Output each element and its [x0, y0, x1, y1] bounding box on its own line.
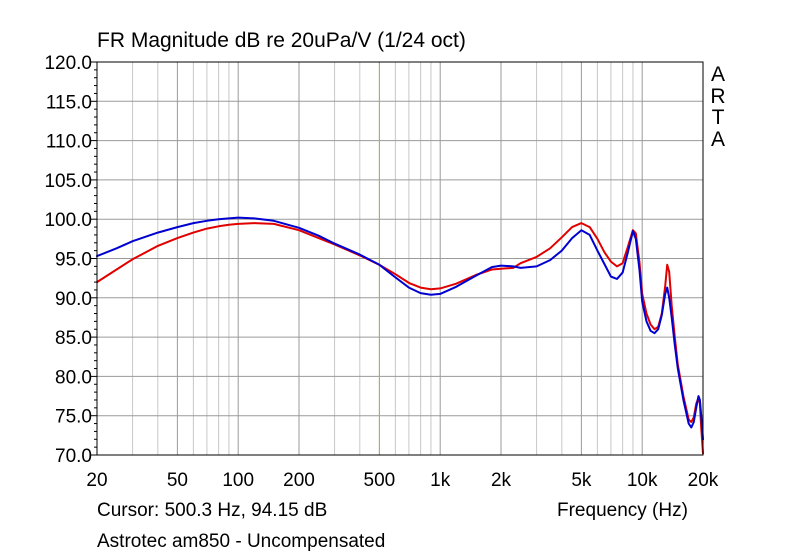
y-tick-label: 90.0: [55, 289, 92, 310]
arta-letter-r: R: [710, 84, 726, 108]
series-line-blue: [96, 216, 704, 441]
x-axis-title: Frequency (Hz): [557, 500, 688, 521]
arta-letter-a2: A: [710, 127, 725, 151]
y-tick-label: 70.0: [55, 446, 92, 467]
series-line-red: [96, 222, 704, 455]
x-tick-label: 100: [222, 470, 254, 491]
x-tick-label: 50: [167, 470, 188, 491]
x-tick-label: 2k: [491, 470, 512, 491]
x-tick-label: 10k: [627, 470, 658, 491]
y-tick-label: 80.0: [55, 367, 92, 388]
y-tick-label: 75.0: [55, 407, 92, 428]
y-tick-label: 110.0: [46, 132, 92, 153]
major-grid: [96, 61, 704, 456]
y-tick-label: 115.0: [46, 92, 92, 113]
y-axis-labels: 120.0 115.0 110.0 105.0 100.0 95.0 90.0 85.0 80.…: [44, 53, 92, 467]
x-tick-label: 200: [283, 470, 315, 491]
arta-letter-t: T: [711, 106, 725, 129]
y-tick-label: 100.0: [44, 210, 92, 231]
y-tick-label: 85.0: [55, 328, 92, 349]
chart-caption: Astrotec am850 - Uncompensated: [97, 531, 386, 552]
x-tick-label: 20k: [688, 470, 719, 491]
y-tick-label: 105.0: [44, 171, 92, 192]
x-tick-label: 5k: [571, 470, 592, 491]
arta-letter-a: A: [710, 63, 725, 86]
arta-logo: A R T A: [706, 64, 730, 150]
x-tick-label: 1k: [430, 470, 451, 491]
x-tick-label: 20: [86, 470, 107, 491]
y-axis-ticks: [91, 61, 97, 456]
series-layer: [96, 216, 704, 455]
y-tick-label: 120.0: [44, 53, 92, 74]
y-tick-label: 95.0: [55, 250, 92, 271]
x-tick-label: 500: [364, 470, 396, 491]
cursor-readout: Cursor: 500.3 Hz, 94.15 dB: [97, 500, 328, 521]
x-axis-labels: 20 50 100 200 500 1k 2k 5k 10k 20k: [86, 470, 718, 491]
chart-title: FR Magnitude dB re 20uPa/V (1/24 oct): [97, 29, 466, 52]
